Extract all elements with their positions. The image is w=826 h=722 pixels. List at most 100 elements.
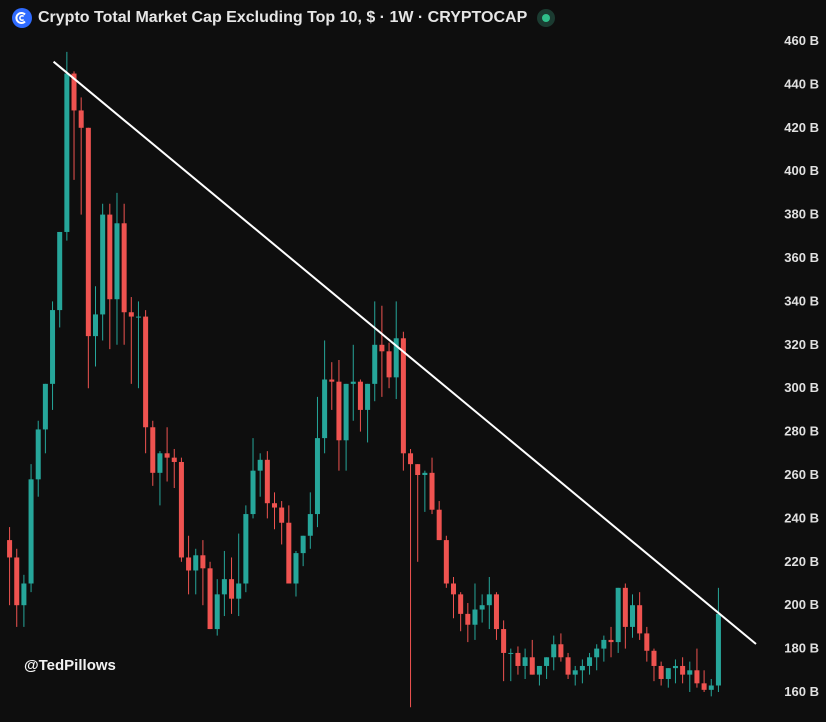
candle [350, 344, 356, 421]
candle-body [443, 540, 449, 584]
candle [300, 535, 306, 567]
candle-body [92, 314, 99, 337]
candle-body [694, 670, 700, 684]
candle [601, 635, 607, 662]
candle-body [644, 633, 650, 651]
author-watermark: @TedPillows [24, 657, 116, 674]
candle-body [572, 670, 578, 675]
candle-body [544, 657, 550, 666]
candle-body [615, 587, 621, 643]
candle-body [465, 613, 471, 625]
candle-body [472, 609, 478, 625]
candle-body [128, 312, 134, 317]
candle [157, 451, 163, 506]
candle [694, 648, 700, 688]
candle [35, 420, 41, 497]
candle [493, 592, 499, 640]
candle [529, 639, 535, 675]
candle-body [135, 316, 141, 318]
candle [257, 453, 263, 497]
resistance-trendline[interactable] [52, 60, 757, 645]
candle-body [436, 509, 442, 541]
candle-body [508, 652, 514, 654]
candle-body [393, 338, 399, 378]
candle [615, 587, 621, 653]
candle-body [200, 555, 206, 569]
candle [250, 438, 256, 519]
candle-body [629, 605, 636, 627]
candle-body [114, 223, 120, 300]
candle [42, 383, 48, 454]
candle [28, 464, 34, 593]
candle-body [529, 657, 535, 675]
candle-body [515, 652, 521, 666]
candle [687, 661, 693, 692]
candle [78, 97, 84, 215]
market-status-dot-icon[interactable] [537, 9, 556, 27]
candle [107, 203, 113, 350]
candle-body [422, 472, 428, 475]
candle [264, 451, 270, 519]
candle [307, 492, 313, 549]
candle-body [107, 214, 113, 300]
candle-body [71, 73, 77, 111]
candle-body [701, 683, 707, 690]
candle [200, 540, 206, 606]
candle [100, 203, 106, 341]
candle-body [64, 73, 70, 232]
candle [408, 448, 414, 708]
candle-body [42, 383, 48, 430]
candle [572, 665, 578, 686]
candle-body [493, 594, 499, 630]
candle [343, 383, 349, 471]
candle [536, 665, 542, 686]
candle [372, 301, 378, 402]
candle [579, 659, 585, 684]
candle [486, 576, 492, 630]
candle [551, 635, 557, 671]
candle [422, 470, 428, 512]
candle [143, 310, 149, 454]
candle-body [279, 507, 285, 523]
candle-body [243, 514, 249, 584]
price-axis: 460 B 440 B 420 B 400 B 380 B 360 B 340 B 320 B… [784, 33, 819, 699]
candle-body [637, 605, 643, 634]
candle [508, 648, 514, 682]
candle [544, 657, 550, 679]
y-tick-label: 420 B [784, 120, 819, 135]
candle-body [587, 657, 593, 666]
candle-body [365, 383, 371, 410]
candle [92, 286, 99, 367]
cryptocap-logo-icon [12, 8, 32, 28]
candle [314, 396, 320, 528]
candle-body [450, 583, 457, 595]
candle-body [271, 503, 278, 508]
candle [429, 457, 435, 515]
candle [708, 678, 714, 697]
candle [229, 557, 235, 614]
candle [658, 661, 664, 686]
candle-body [501, 629, 507, 653]
candle-body [257, 459, 263, 471]
candle [672, 659, 678, 684]
candle [271, 492, 278, 530]
candle-body [551, 644, 557, 658]
candle-body [372, 344, 378, 384]
candle [415, 464, 421, 562]
candle [164, 427, 170, 482]
candle [465, 603, 471, 643]
candle-body [164, 453, 170, 458]
candle [336, 359, 342, 471]
candle-body [150, 427, 156, 473]
candle [472, 583, 478, 640]
candle-body [300, 535, 306, 554]
candle-body [558, 644, 564, 658]
candle [171, 448, 177, 489]
candle [21, 574, 27, 627]
candle-body [680, 665, 686, 675]
candle [135, 301, 141, 389]
candle-body [193, 555, 199, 571]
chart-header: Crypto Total Market Cap Excluding Top 10… [12, 6, 556, 30]
y-tick-label: 260 B [784, 467, 819, 482]
